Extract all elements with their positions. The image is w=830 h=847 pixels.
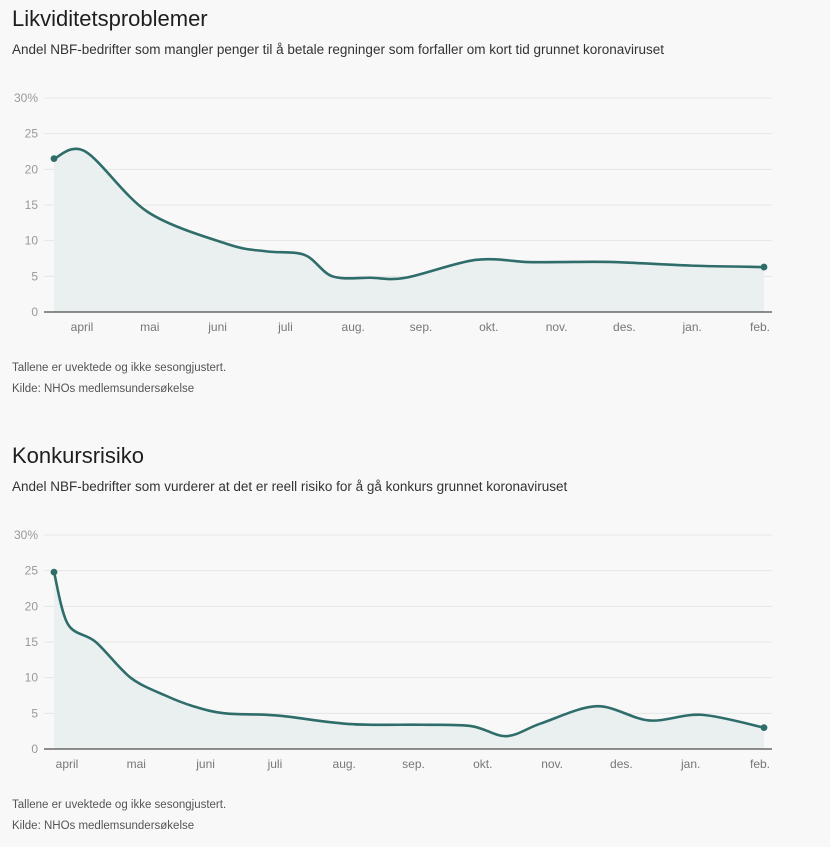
y-tick-label: 20 [25,599,39,613]
chart-panel-bankruptcy: Konkursrisiko Andel NBF-bedrifter som vu… [0,437,830,847]
x-tick-label: aug. [342,320,365,334]
chart-subtitle: Andel NBF-bedrifter som vurderer at det … [12,479,568,494]
x-tick-label: des. [613,320,636,334]
chart-source: Kilde: NHOs medlemsundersøkelse [12,820,195,832]
x-tick-label: des. [610,757,633,771]
y-tick-label: 15 [25,635,39,649]
y-tick-label: 10 [25,234,39,248]
x-tick-label: sep. [402,757,425,771]
chart-source: Kilde: NHOs medlemsundersøkelse [12,383,195,395]
y-tick-label: 0 [31,305,38,319]
x-tick-label: juli [277,320,293,334]
bankruptcy-chart: 30% 25 20 15 10 5 0 april mai juni juli aug. sep. okt… [14,528,772,771]
series-line [52,570,766,738]
end-point [760,724,768,731]
y-tick-label: 15 [25,198,39,212]
x-tick-label: jan. [680,757,700,771]
y-tick-label: 5 [31,269,38,283]
x-tick-label: feb. [750,320,770,334]
x-tick-label: april [56,757,79,771]
x-tick-label: juni [195,757,215,771]
end-point [760,263,768,271]
series-area [54,572,764,749]
y-tick-label: 10 [25,671,39,685]
chart-title: Likviditetsproblemer [12,6,208,31]
y-tick-label: 0 [31,742,38,756]
series-area [54,148,764,312]
start-point [50,155,58,163]
x-tick-label: nov. [541,757,563,771]
y-tick-label: 30% [14,91,38,105]
x-tick-label: aug. [333,757,356,771]
x-tick-label: nov. [546,320,568,334]
liquidity-chart: 30% 25 20 15 10 5 0 april mai juni juli aug. sep. okt… [14,91,772,334]
x-tick-label: juli [267,757,283,771]
y-tick-label: 30% [14,528,38,542]
y-tick-label: 20 [25,162,39,176]
x-tick-label: sep. [410,320,433,334]
x-tick-label: mai [127,757,146,771]
chart-title: Konkursrisiko [12,443,145,468]
y-tick-label: 25 [25,564,39,578]
chart-note: Tallene er uvektede og ikke sesongjuster… [12,362,227,374]
x-tick-label: feb. [750,757,770,771]
x-tick-label: okt. [473,757,492,771]
chart-subtitle: Andel NBF-bedrifter som mangler penger t… [12,42,665,57]
x-tick-label: mai [140,320,159,334]
x-tick-label: april [71,320,94,334]
series-line [52,147,766,281]
y-tick-label: 25 [25,127,39,141]
x-tick-label: okt. [479,320,498,334]
start-point [50,568,58,576]
x-tick-label: juni [207,320,227,334]
chart-note: Tallene er uvektede og ikke sesongjuster… [12,799,227,811]
x-tick-label: jan. [682,320,702,334]
chart-panel-liquidity: Likviditetsproblemer Andel NBF-bedrifter… [12,6,772,395]
y-tick-label: 5 [31,706,38,720]
